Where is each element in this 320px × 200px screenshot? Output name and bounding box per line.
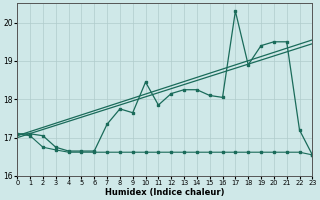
X-axis label: Humidex (Indice chaleur): Humidex (Indice chaleur) [105, 188, 225, 197]
